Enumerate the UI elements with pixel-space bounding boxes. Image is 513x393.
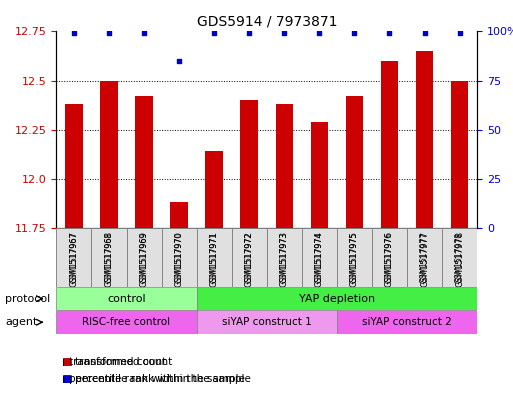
- Text: GSM1517969: GSM1517969: [140, 231, 149, 287]
- Text: siYAP construct 2: siYAP construct 2: [362, 317, 452, 327]
- Text: agent: agent: [5, 317, 37, 327]
- Bar: [135, 96, 153, 228]
- Point: [456, 30, 464, 37]
- Text: GSM1517977: GSM1517977: [420, 231, 429, 287]
- Point: [315, 30, 323, 37]
- Bar: [310, 122, 328, 228]
- Bar: [337, 228, 372, 287]
- Text: GSM1517972: GSM1517972: [245, 231, 254, 287]
- Bar: [267, 228, 302, 287]
- Text: ■: ■: [62, 374, 71, 384]
- Point: [350, 30, 359, 37]
- Text: GSM1517967: GSM1517967: [69, 232, 78, 283]
- Bar: [56, 228, 91, 287]
- Text: GSM1517970: GSM1517970: [174, 232, 184, 283]
- Text: GSM1517967: GSM1517967: [69, 231, 78, 287]
- Bar: [170, 202, 188, 228]
- Text: percentile rank within the sample: percentile rank within the sample: [69, 374, 245, 384]
- Text: GSM1517969: GSM1517969: [140, 232, 149, 283]
- Bar: [275, 104, 293, 228]
- Bar: [100, 81, 118, 228]
- Point: [70, 30, 78, 37]
- Title: GDS5914 / 7973871: GDS5914 / 7973871: [196, 15, 337, 29]
- Bar: [196, 287, 477, 310]
- Text: GSM1517973: GSM1517973: [280, 232, 289, 283]
- Text: GSM1517975: GSM1517975: [350, 232, 359, 283]
- Text: protocol: protocol: [5, 294, 50, 304]
- Text: ■: ■: [62, 356, 71, 367]
- Bar: [381, 61, 398, 228]
- Point: [105, 30, 113, 37]
- Bar: [442, 228, 477, 287]
- Text: GSM1517976: GSM1517976: [385, 232, 394, 283]
- Text: GSM1517972: GSM1517972: [245, 232, 254, 283]
- Text: YAP depletion: YAP depletion: [299, 294, 375, 304]
- Point: [280, 30, 288, 37]
- Text: GSM1517978: GSM1517978: [455, 232, 464, 283]
- Text: GSM1517974: GSM1517974: [315, 232, 324, 283]
- Bar: [346, 96, 363, 228]
- Bar: [196, 310, 337, 334]
- Point: [385, 30, 393, 37]
- Point: [175, 58, 183, 64]
- Point: [420, 30, 428, 37]
- Text: GSM1517971: GSM1517971: [210, 232, 219, 283]
- Bar: [407, 228, 442, 287]
- Text: GSM1517975: GSM1517975: [350, 231, 359, 287]
- Bar: [451, 81, 468, 228]
- Text: ■ percentile rank within the sample: ■ percentile rank within the sample: [62, 374, 250, 384]
- Bar: [416, 51, 433, 228]
- Bar: [65, 104, 83, 228]
- Text: ■ transformed count: ■ transformed count: [62, 356, 172, 367]
- Text: GSM1517968: GSM1517968: [105, 232, 113, 283]
- Bar: [205, 151, 223, 228]
- Point: [140, 30, 148, 37]
- Bar: [232, 228, 267, 287]
- Text: RISC-free control: RISC-free control: [83, 317, 171, 327]
- Bar: [162, 228, 196, 287]
- Bar: [372, 228, 407, 287]
- Text: control: control: [107, 294, 146, 304]
- Text: GSM1517974: GSM1517974: [315, 231, 324, 287]
- Text: siYAP construct 1: siYAP construct 1: [222, 317, 311, 327]
- Point: [245, 30, 253, 37]
- Bar: [241, 100, 258, 228]
- Bar: [196, 228, 232, 287]
- Text: GSM1517968: GSM1517968: [105, 231, 113, 287]
- Point: [210, 30, 218, 37]
- Text: GSM1517978: GSM1517978: [455, 231, 464, 287]
- Text: GSM1517973: GSM1517973: [280, 231, 289, 287]
- Bar: [302, 228, 337, 287]
- Text: GSM1517976: GSM1517976: [385, 231, 394, 287]
- Text: transformed count: transformed count: [69, 356, 167, 367]
- Bar: [56, 310, 196, 334]
- Text: GSM1517970: GSM1517970: [174, 231, 184, 287]
- Bar: [91, 228, 127, 287]
- Text: GSM1517971: GSM1517971: [210, 231, 219, 287]
- Bar: [56, 287, 196, 310]
- Text: GSM1517977: GSM1517977: [420, 232, 429, 283]
- Bar: [127, 228, 162, 287]
- Bar: [337, 310, 477, 334]
